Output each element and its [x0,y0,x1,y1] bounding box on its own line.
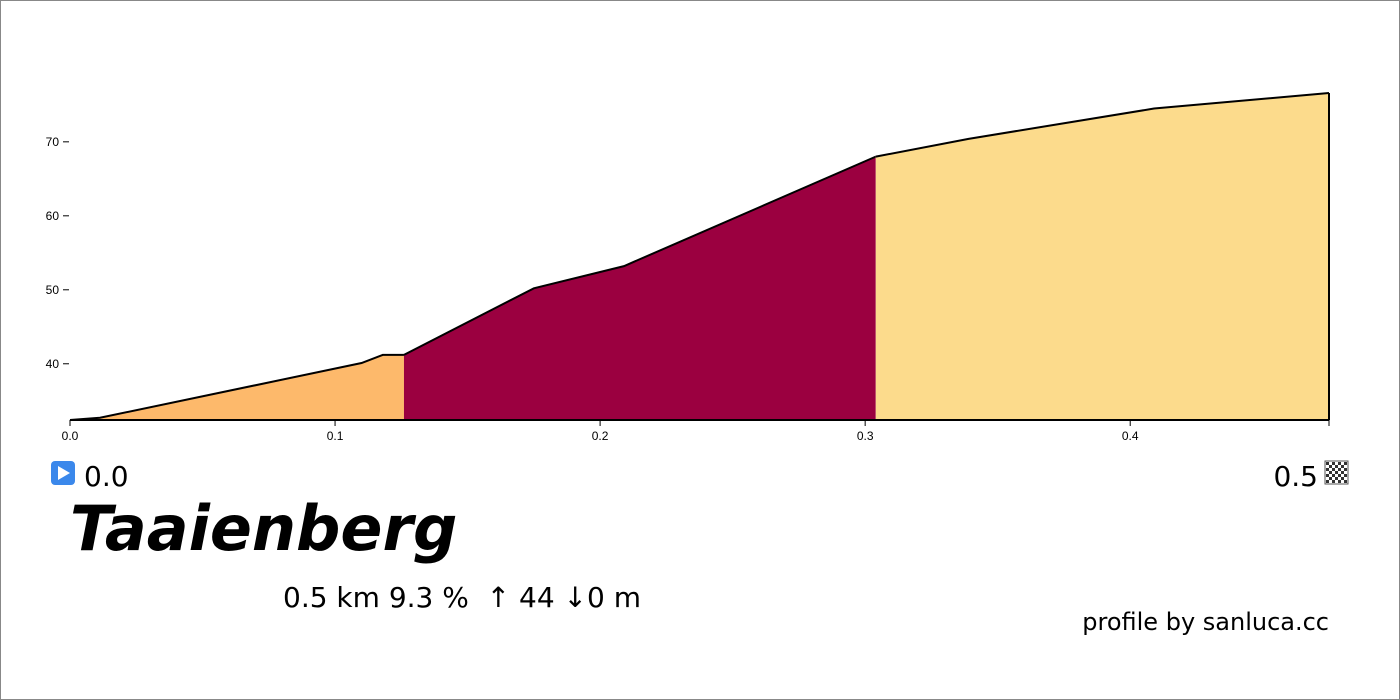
start-icon-glyph [58,466,70,480]
finish-icon [1324,460,1349,485]
finish-icon-cell [1332,462,1335,465]
finish-icon-cell [1326,468,1329,471]
finish-icon-cell [1329,465,1332,468]
finish-icon-cell [1335,471,1338,474]
finish-icon-cell [1335,465,1338,468]
x-tick-label: 0.0 [62,429,79,443]
finish-icon-cell [1332,468,1335,471]
plot: 0.0 0.1 0.2 0.3 0.4 40 50 60 70 [46,92,1330,443]
credit: profile by sanluca.cc [1082,608,1329,636]
y-tick-label: 40 [46,357,60,371]
x-tick-label: 0.3 [857,429,874,443]
finish-icon-cell [1326,474,1329,477]
area-segment [70,354,404,420]
y-tick-label: 70 [46,135,60,149]
x-tick-label: 0.4 [1122,429,1139,443]
profile-line [69,353,404,421]
start-label: 0.0 [84,460,129,493]
y-tick-label: 60 [46,209,60,223]
finish-icon-cell [1332,480,1335,483]
finish-icon-cell [1326,462,1329,465]
x-tick-label: 0.1 [327,429,344,443]
finish-icon-cell [1341,477,1344,480]
title: Taaienberg [70,492,457,565]
profile-line [403,155,877,356]
profile-line [875,92,1330,158]
y-tick-label: 50 [46,283,60,297]
area-segment [875,93,1329,420]
finish-icon-cell [1344,474,1347,477]
finish-icon-cell [1329,471,1332,474]
finish-icon-cell [1344,480,1347,483]
stats: 0.5 km 9.3 % ↑ 44 ↓0 m [283,581,641,614]
finish-icon-cell [1329,477,1332,480]
finish-icon-cell [1332,474,1335,477]
finish-icon-cell [1344,468,1347,471]
finish-icon-cell [1338,468,1341,471]
area-segment [403,156,876,420]
x-tick-label: 0.2 [592,429,609,443]
finish-icon-cell [1341,471,1344,474]
finish-icon-cell [1338,462,1341,465]
finish-icon-cell [1338,474,1341,477]
finish-icon-cell [1341,465,1344,468]
finish-icon-cell [1335,477,1338,480]
end-label: 0.5 [1273,460,1318,493]
finish-icon-cell [1326,480,1329,483]
finish-icon-cell [1338,480,1341,483]
finish-icon-cell [1344,462,1347,465]
